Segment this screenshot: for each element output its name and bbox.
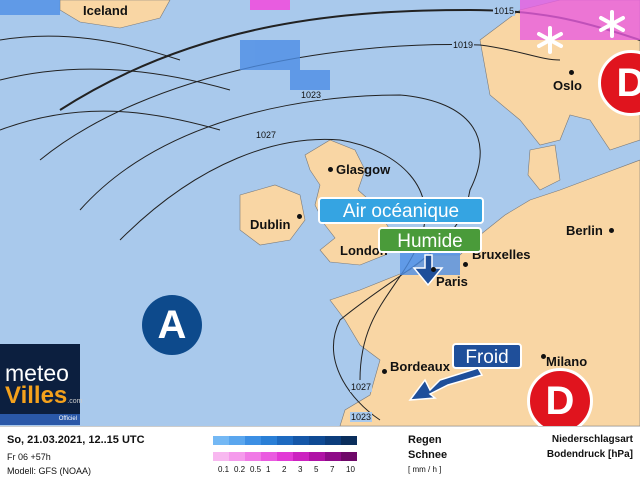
logo-text: Villes.com — [5, 382, 83, 409]
isobar-label: 1023 — [350, 412, 373, 422]
denmark-land — [527, 144, 561, 191]
scale-swatch — [213, 436, 229, 445]
isobar-1019 — [39, 44, 561, 161]
city-dot — [382, 369, 387, 374]
city-label: Paris — [436, 274, 468, 289]
scale-swatch — [277, 452, 293, 461]
snow-scale — [213, 452, 357, 461]
snow-icons — [537, 10, 625, 54]
ireland-land — [239, 184, 306, 246]
city-dot — [431, 267, 436, 272]
scale-swatch — [261, 452, 277, 461]
meteovilles-logo: meteo Villes.com Officiel — [0, 344, 83, 425]
city-label: Iceland — [83, 3, 128, 18]
forecast-datetime: So, 21.03.2021, 12..15 UTC — [7, 434, 145, 446]
callout-froid: Froid — [452, 343, 522, 369]
scale-swatch — [293, 436, 309, 445]
isobar-label: 1019 — [452, 40, 475, 50]
city-dot — [463, 262, 468, 267]
isobar-label: 1027 — [350, 382, 373, 392]
scale-swatch — [245, 436, 261, 445]
scale-swatch — [261, 436, 277, 445]
arrow-humid — [412, 254, 444, 287]
callout-humide: Humide — [378, 227, 482, 253]
logo-text: meteo — [5, 360, 69, 386]
scale-tick: 7 — [330, 465, 335, 474]
city-label: Glasgow — [336, 162, 391, 177]
scale-tick: 0.5 — [250, 465, 262, 474]
isobar-1023 — [79, 94, 481, 421]
snow-label: Schnee — [408, 449, 448, 461]
scale-swatch — [309, 436, 325, 445]
type-label: Niederschlagsart — [551, 434, 633, 445]
low-pressure-center: D — [527, 368, 593, 426]
scale-swatch — [325, 452, 341, 461]
city-label: Berlin — [566, 223, 603, 238]
scale-swatch — [341, 452, 357, 461]
scale-swatch — [325, 436, 341, 445]
map-shapes — [0, 0, 640, 426]
scale-swatch — [293, 452, 309, 461]
forecast-run: Fr 06 +57h — [7, 452, 51, 462]
pressure-label: Bodendruck [hPa] — [546, 449, 633, 460]
isobar-1027 — [119, 138, 426, 381]
isobar-label: 1015 — [493, 6, 516, 16]
city-label: Milano — [546, 354, 588, 369]
rain-scale — [213, 436, 357, 445]
scale-tick: 5 — [314, 465, 319, 474]
scale-swatch — [213, 452, 229, 461]
scale-swatch — [309, 452, 325, 461]
city-label: Dublin — [250, 217, 291, 232]
city-label: Oslo — [553, 78, 582, 93]
scale-tick: 10 — [346, 465, 355, 474]
high-pressure-center: A — [142, 295, 202, 355]
scale-tick: 1 — [266, 465, 271, 474]
city-dot — [569, 70, 574, 75]
city-dot — [609, 228, 614, 233]
continent-land — [329, 159, 640, 426]
arrow-cold — [408, 367, 484, 401]
isobar-label: 1023 — [300, 90, 323, 100]
scale-swatch — [245, 452, 261, 461]
city-label: Bordeaux — [390, 359, 450, 374]
city-dot — [541, 354, 546, 359]
city-label: Bruxelles — [472, 247, 531, 262]
scale-tick: 2 — [282, 465, 287, 474]
scale-swatch — [229, 452, 245, 461]
city-dot — [297, 214, 302, 219]
isobar-label: 1027 — [255, 130, 278, 140]
scale-tick: 3 — [298, 465, 303, 474]
scale-swatch — [229, 436, 245, 445]
unit-label: [ mm / h ] — [408, 465, 442, 474]
weather-map: 1015 1019 1023 1027 1027 1023 Iceland Os… — [0, 0, 640, 426]
legend-footer: So, 21.03.2021, 12..15 UTC Fr 06 +57h Mo… — [0, 426, 640, 479]
forecast-model: Modell: GFS (NOAA) — [7, 466, 92, 476]
logo-badge: Officiel — [0, 414, 80, 425]
scale-swatch — [341, 436, 357, 445]
scale-tick: 0.1 — [218, 465, 230, 474]
scale-tick: 0.2 — [234, 465, 246, 474]
callout-air-oceanique: Air océanique — [318, 197, 484, 224]
city-dot — [328, 167, 333, 172]
rain-label: Regen — [408, 434, 442, 446]
city-label: London — [340, 243, 388, 258]
scale-swatch — [277, 436, 293, 445]
